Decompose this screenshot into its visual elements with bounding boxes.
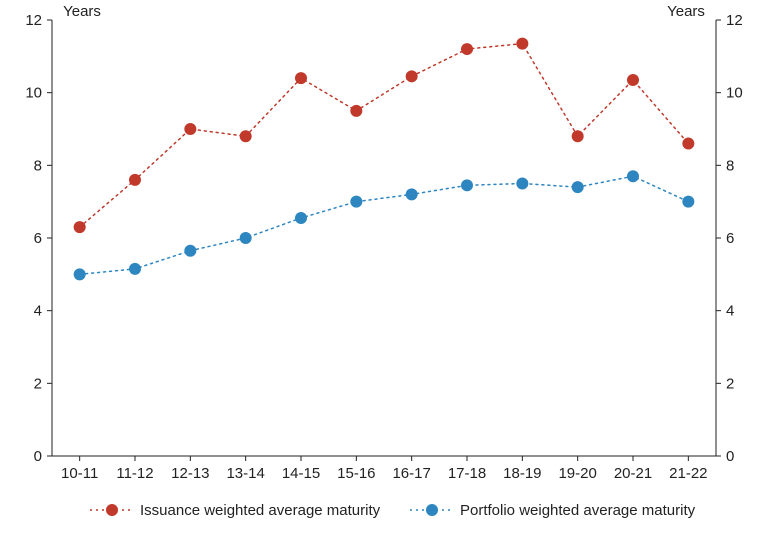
series-marker-portfolio (572, 181, 584, 193)
y-axis-title-right: Years (667, 3, 705, 20)
x-tick-label: 19-20 (558, 465, 596, 482)
y-tick-label-right: 6 (726, 230, 734, 247)
series-marker-portfolio (406, 188, 418, 200)
series-marker-portfolio (240, 232, 252, 244)
chart-svg: 0 0 2 2 4 4 6 6 8 8 10 10 12 12 Years Years 10-11 11-12 12… (0, 0, 768, 538)
y-tick-label-left: 0 (34, 448, 42, 465)
series-marker-portfolio (461, 179, 473, 191)
series-marker-portfolio (682, 196, 694, 208)
x-tick-label: 18-19 (503, 465, 541, 482)
y-tick-label-right: 0 (726, 448, 734, 465)
x-tick-label: 11-12 (116, 465, 153, 482)
chart-bg (0, 0, 768, 538)
y-tick-label-right: 10 (726, 85, 743, 102)
y-tick-label-right: 2 (726, 375, 734, 392)
series-marker-portfolio (627, 170, 639, 182)
x-tick-label: 20-21 (614, 465, 652, 482)
series-marker-issuance (516, 38, 528, 50)
series-marker-issuance (184, 123, 196, 135)
series-marker-issuance (129, 174, 141, 186)
y-tick-label-right: 12 (726, 12, 743, 29)
maturity-line-chart: 0 0 2 2 4 4 6 6 8 8 10 10 12 12 Years Years 10-11 11-12 12… (0, 0, 768, 538)
x-tick-label: 15-16 (337, 465, 375, 482)
series-marker-portfolio (350, 196, 362, 208)
y-tick-label-left: 10 (25, 85, 42, 102)
series-marker-issuance (461, 43, 473, 55)
series-marker-portfolio (129, 263, 141, 275)
series-marker-issuance (350, 105, 362, 117)
legend-label-issuance: Issuance weighted average maturity (140, 502, 381, 519)
series-marker-issuance (74, 221, 86, 233)
x-tick-label: 13-14 (226, 465, 264, 482)
x-tick-label: 14-15 (282, 465, 320, 482)
x-tick-label: 21-22 (669, 465, 707, 482)
y-tick-label-left: 12 (25, 12, 42, 29)
series-marker-issuance (572, 130, 584, 142)
series-marker-portfolio (184, 245, 196, 257)
legend-label-portfolio: Portfolio weighted average maturity (460, 502, 696, 519)
series-marker-portfolio (516, 178, 528, 190)
series-marker-issuance (406, 70, 418, 82)
series-marker-issuance (627, 74, 639, 86)
y-tick-label-left: 2 (34, 375, 42, 392)
y-tick-label-right: 4 (726, 303, 734, 320)
series-marker-issuance (682, 138, 694, 150)
series-marker-portfolio (74, 268, 86, 280)
x-tick-label: 10-11 (61, 465, 98, 482)
y-tick-label-left: 8 (34, 157, 42, 174)
y-tick-label-left: 6 (34, 230, 42, 247)
series-marker-issuance (295, 72, 307, 84)
x-tick-label: 12-13 (171, 465, 209, 482)
y-axis-title-left: Years (63, 3, 101, 20)
series-marker-portfolio (295, 212, 307, 224)
x-tick-label: 17-18 (448, 465, 486, 482)
y-tick-label-right: 8 (726, 157, 734, 174)
y-tick-label-left: 4 (34, 303, 42, 320)
series-marker-issuance (240, 130, 252, 142)
x-tick-label: 16-17 (392, 465, 430, 482)
